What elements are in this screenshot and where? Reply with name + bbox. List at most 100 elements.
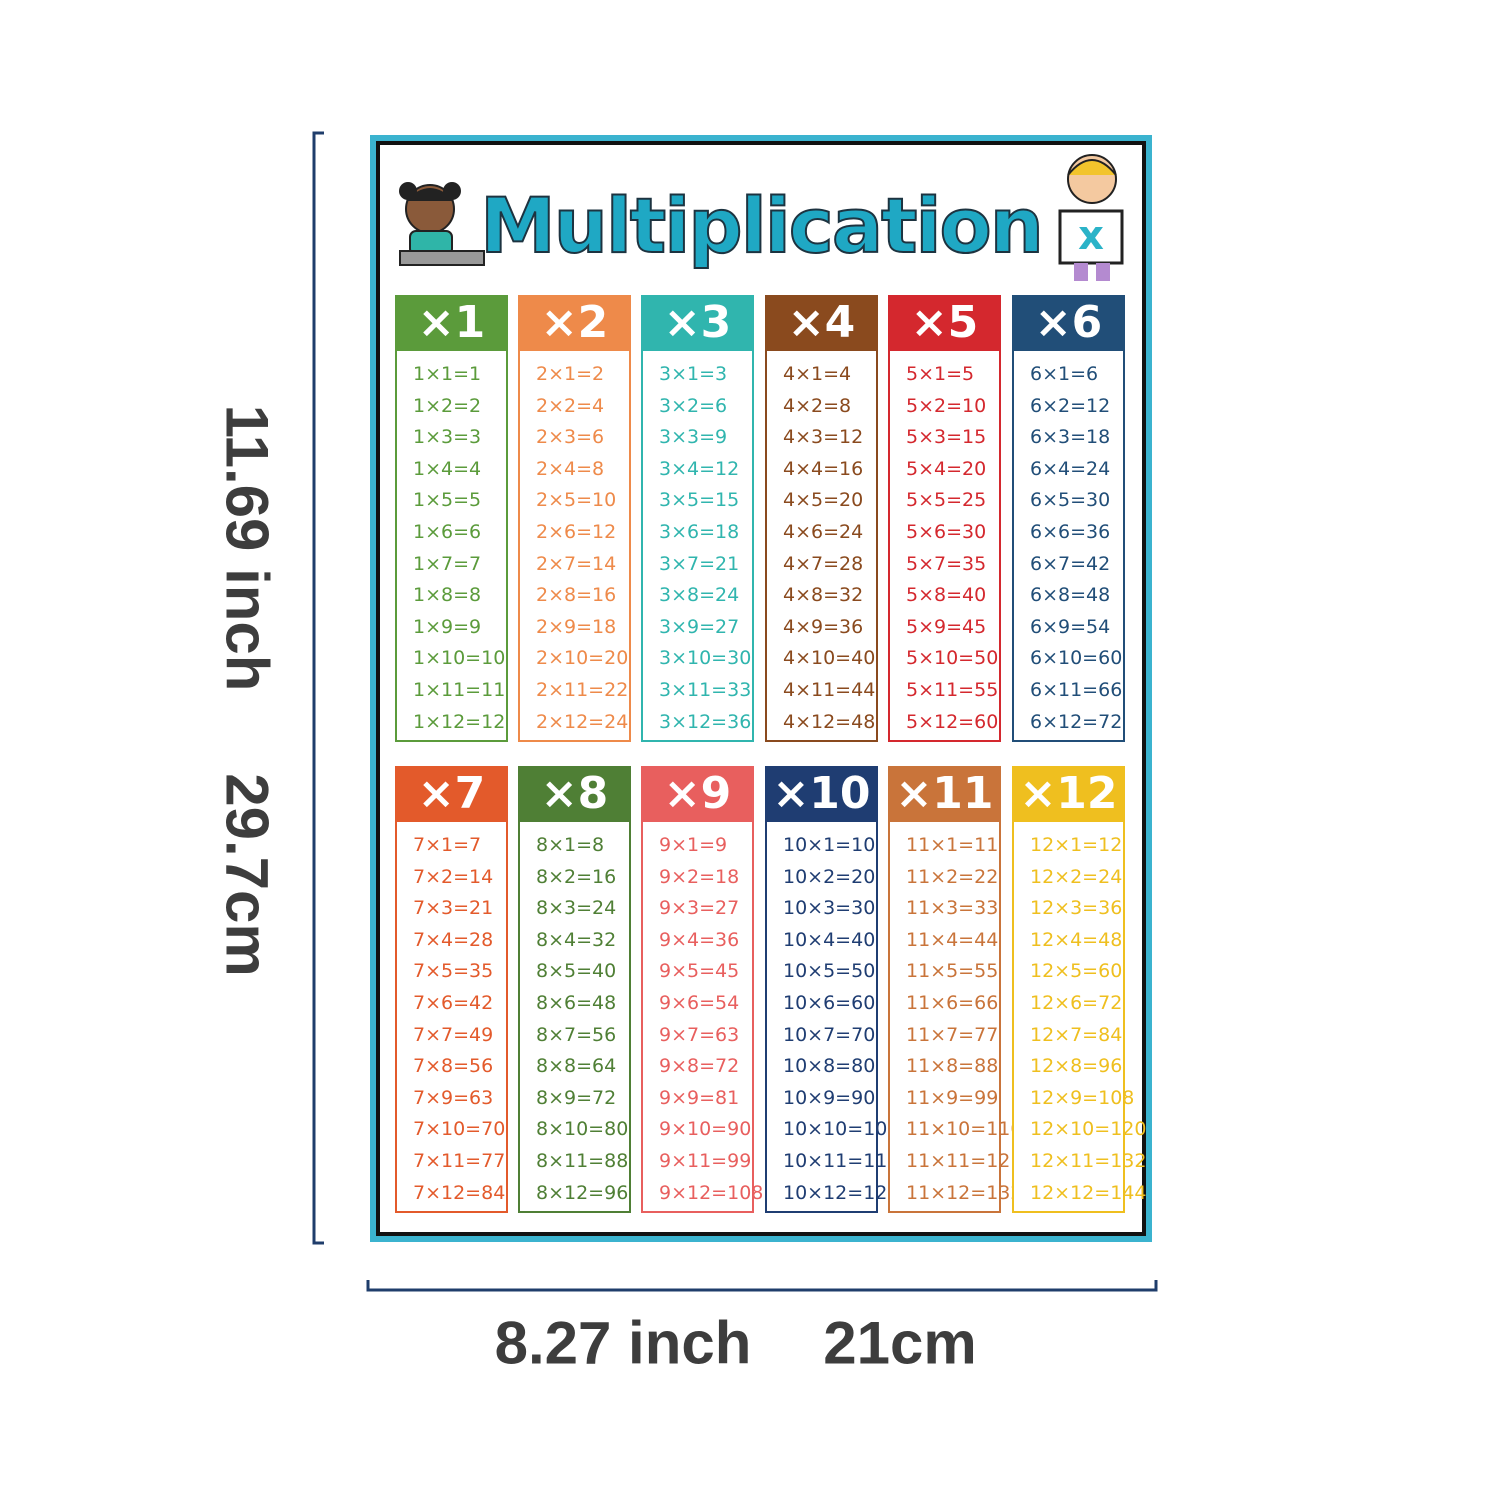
table-line: 7×1=7: [413, 834, 482, 856]
table-line: 3×5=15: [659, 489, 740, 512]
table-line: 6×2=12: [1030, 394, 1111, 417]
table-line: 4×7=28: [783, 552, 864, 575]
table-line: 9×3=27: [659, 897, 740, 920]
table-line: 5×11=55: [906, 678, 999, 701]
poster-title: Multiplication: [479, 180, 1045, 271]
table-line: 10×11=110: [783, 1149, 900, 1172]
table-line: 2×7=14: [536, 552, 617, 575]
times-table: ×5 5×1=5 5×2=10 5×3=15 5×4=20 5×5=25 5×6=30 5×7…: [888, 295, 1001, 742]
table-line: 3×2=6: [659, 394, 728, 417]
table-header: ×10: [765, 766, 878, 822]
table-line: 11×1=11: [906, 834, 999, 856]
table-line: 2×8=16: [536, 584, 617, 607]
table-line: 1×6=6: [413, 520, 482, 543]
table-line: 8×8=64: [536, 1055, 617, 1078]
girl-illustration: [399, 182, 485, 266]
table-header: ×1: [395, 295, 508, 351]
table-line: 12×10=120: [1030, 1118, 1147, 1141]
height-cm: 29.7cm: [213, 773, 281, 977]
table-line: 12×7=84: [1030, 1023, 1123, 1046]
times-table: ×4 4×1=4 4×2=8 4×3=12 4×4=16 4×5=20 4×6=24 4×7=…: [765, 295, 878, 742]
table-body: 11×1=11 11×2=22 11×3=33 11×4=44 11×5=55 11×6=…: [888, 822, 1023, 1213]
table-line: 6×9=54: [1030, 615, 1111, 638]
table-line: 8×12=96: [536, 1181, 629, 1204]
table-line: 2×6=12: [536, 520, 617, 543]
table-line: 8×4=32: [536, 928, 617, 951]
times-table: ×10 10×1=10 10×2=20 10×3=30 10×4=40 10×5=50 10…: [765, 766, 900, 1213]
table-line: 8×5=40: [536, 960, 617, 983]
table-line: 6×11=66: [1030, 678, 1123, 701]
table-body: 6×1=6 6×2=12 6×3=18 6×4=24 6×5=30 6×6=36 6×7=4…: [1012, 351, 1125, 742]
table-body: 8×1=8 8×2=16 8×3=24 8×4=32 8×5=40 8×6=48 8×7=5…: [518, 822, 631, 1213]
table-line: 1×3=3: [413, 426, 482, 449]
table-line: 8×7=56: [536, 1023, 617, 1046]
table-line: 8×9=72: [536, 1086, 617, 1109]
table-line: 9×12=108: [659, 1181, 764, 1204]
times-table: ×9 9×1=9 9×2=18 9×3=27 9×4=36 9×5=45 9×6=54 9×7…: [641, 766, 764, 1213]
table-line: 9×9=81: [659, 1086, 740, 1109]
table-line: 3×1=3: [659, 363, 728, 385]
table-line: 11×7=77: [906, 1023, 999, 1046]
table-line: 2×11=22: [536, 678, 629, 701]
table-body: 10×1=10 10×2=20 10×3=30 10×4=40 10×5=50 10×6=…: [765, 822, 900, 1213]
table-header: ×4: [765, 295, 878, 351]
table-line: 6×3=18: [1030, 426, 1111, 449]
table-line: 8×11=88: [536, 1149, 629, 1172]
table-line: 1×7=7: [413, 552, 482, 575]
table-line: 4×2=8: [783, 394, 852, 417]
table-line: 9×10=90: [659, 1118, 752, 1141]
table-line: 4×11=44: [783, 678, 876, 701]
table-line: 10×6=60: [783, 991, 876, 1014]
table-body: 1×1=1 1×2=2 1×3=3 1×4=4 1×5=5 1×6=6 1×7=7 1×8=8…: [395, 351, 508, 742]
table-line: 4×4=16: [783, 457, 864, 480]
table-line: 9×8=72: [659, 1055, 740, 1078]
table-header: ×2: [518, 295, 631, 351]
table-line: 1×12=12: [413, 710, 506, 733]
table-line: 3×10=30: [659, 647, 752, 670]
table-line: 7×7=49: [413, 1023, 494, 1046]
table-line: 3×11=33: [659, 678, 752, 701]
table-line: 12×1=12: [1030, 834, 1123, 856]
table-line: 11×6=66: [906, 991, 999, 1014]
table-line: 5×5=25: [906, 489, 987, 512]
table-header: ×3: [641, 295, 754, 351]
height-inch: 11.69 inch: [213, 404, 281, 692]
table-line: 3×6=18: [659, 520, 740, 543]
table-line: 5×1=5: [906, 363, 975, 385]
table-line: 2×1=2: [536, 363, 605, 385]
table-line: 10×1=10: [783, 834, 876, 856]
table-line: 11×12=132: [906, 1181, 1023, 1204]
table-line: 1×2=2: [413, 394, 482, 417]
table-line: 4×8=32: [783, 584, 864, 607]
table-line: 9×5=45: [659, 960, 740, 983]
table-line: 4×1=4: [783, 363, 852, 385]
table-line: 9×2=18: [659, 865, 740, 888]
table-line: 1×8=8: [413, 584, 482, 607]
table-line: 7×12=84: [413, 1181, 506, 1204]
times-table: ×2 2×1=2 2×2=4 2×3=6 2×4=8 2×5=10 2×6=12 2×7=14…: [518, 295, 631, 742]
table-line: 5×3=15: [906, 426, 987, 449]
table-line: 6×12=72: [1030, 710, 1123, 733]
table-body: 9×1=9 9×2=18 9×3=27 9×4=36 9×5=45 9×6=54 9×7=6…: [641, 822, 764, 1213]
table-line: 11×9=99: [906, 1086, 999, 1109]
table-header: ×6: [1012, 295, 1125, 351]
table-line: 1×4=4: [413, 457, 482, 480]
table-line: 12×9=108: [1030, 1086, 1135, 1109]
table-line: 11×11=121: [906, 1149, 1023, 1172]
table-header: ×12: [1012, 766, 1125, 822]
table-header: ×7: [395, 766, 508, 822]
table-line: 10×9=90: [783, 1086, 876, 1109]
table-line: 5×12=60: [906, 710, 999, 733]
table-line: 6×4=24: [1030, 457, 1111, 480]
badge: x: [1078, 213, 1104, 259]
table-line: 9×11=99: [659, 1149, 752, 1172]
table-line: 3×8=24: [659, 584, 740, 607]
table-line: 8×1=8: [536, 834, 605, 856]
table-line: 5×7=35: [906, 552, 987, 575]
table-line: 10×2=20: [783, 865, 876, 888]
table-line: 5×9=45: [906, 615, 987, 638]
table-line: 10×3=30: [783, 897, 876, 920]
table-line: 5×4=20: [906, 457, 987, 480]
